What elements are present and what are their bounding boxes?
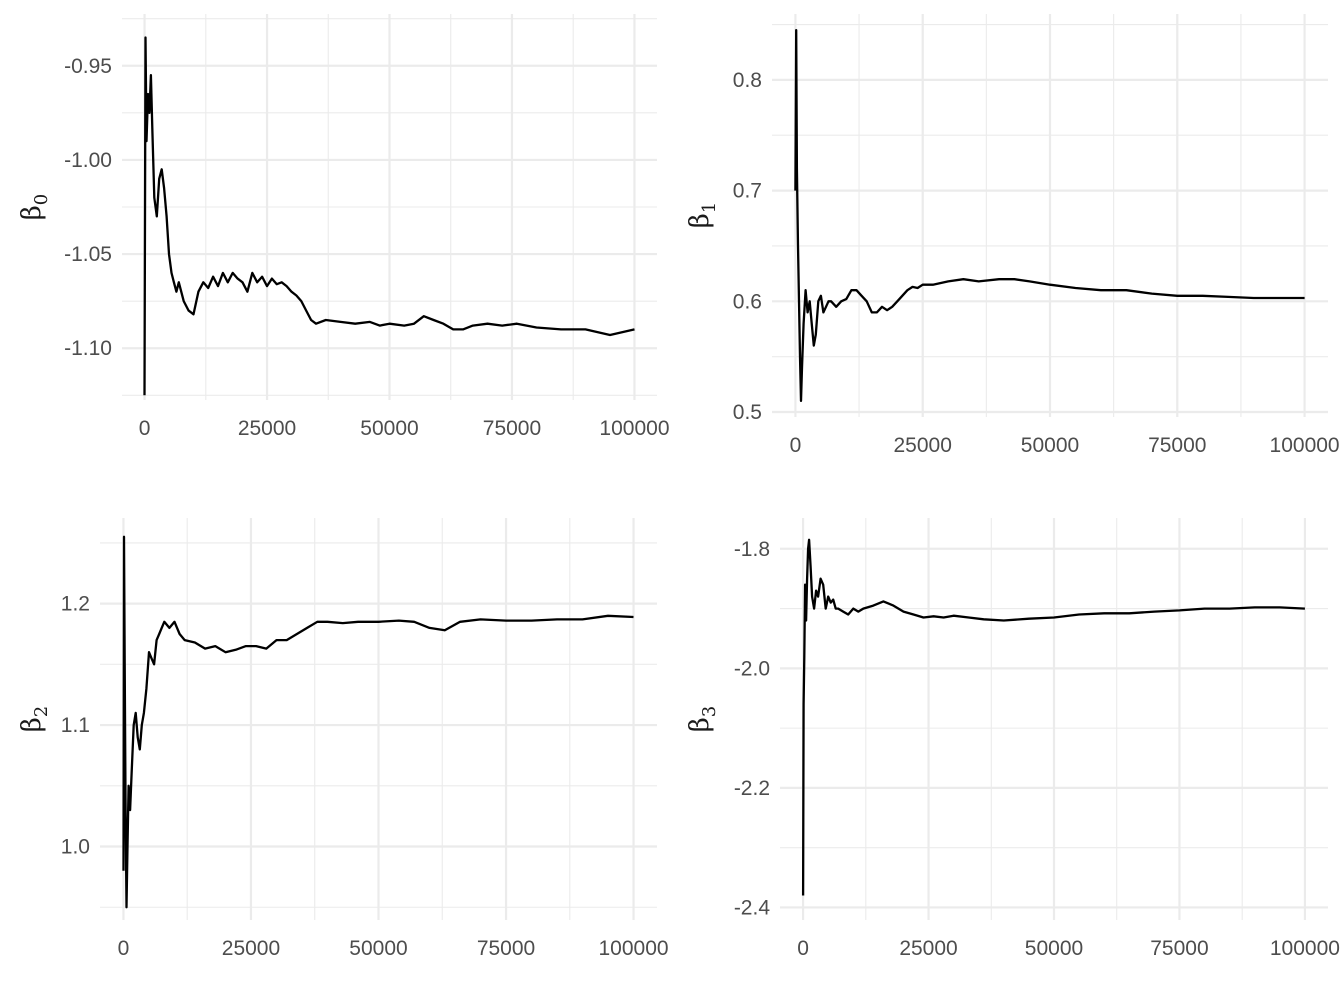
beta3-y-axis-label-subscript: 3 bbox=[699, 706, 720, 717]
beta0-y-tick-label: -1.05 bbox=[64, 243, 112, 266]
beta2-tick-labels: 0 25000 50000 75000 100000 1.0 1.1 1.2 bbox=[61, 593, 669, 960]
beta1-y-tick-label: 0.7 bbox=[733, 180, 762, 203]
panel-beta0: 0 25000 50000 75000 100000 -0.95 -1.00 -1.05 -1.… bbox=[17, 14, 670, 440]
beta3-x-tick-label: 25000 bbox=[899, 937, 957, 960]
panel-beta2: 0 25000 50000 75000 100000 1.0 1.1 1.2 β2 bbox=[17, 518, 669, 960]
beta1-x-tick-label: 100000 bbox=[1270, 434, 1340, 457]
beta1-trace-layer bbox=[794, 28, 1305, 403]
beta3-trace-layer bbox=[801, 538, 1305, 896]
beta1-trace-line bbox=[794, 28, 1305, 403]
beta3-y-axis-label-symbol: β bbox=[685, 717, 715, 732]
beta1-y-axis-label-subscript: 1 bbox=[699, 202, 720, 213]
beta0-y-axis-label-symbol: β bbox=[17, 205, 47, 220]
beta2-x-tick-label: 75000 bbox=[477, 937, 535, 960]
beta0-trace-layer bbox=[143, 36, 635, 396]
beta3-y-tick-label: -2.0 bbox=[734, 657, 770, 680]
beta1-x-tick-label: 25000 bbox=[894, 434, 952, 457]
beta0-trace-line bbox=[143, 36, 635, 396]
beta0-x-tick-label: 75000 bbox=[483, 417, 541, 440]
beta2-y-tick-label: 1.1 bbox=[61, 714, 90, 737]
beta1-y-axis-label: β1 bbox=[685, 202, 720, 228]
beta0-tick-labels: 0 25000 50000 75000 100000 -0.95 -1.00 -1.05 -1.… bbox=[64, 55, 669, 440]
beta3-y-tick-label: -1.8 bbox=[734, 538, 770, 561]
beta2-y-axis-label-subscript: 2 bbox=[31, 706, 52, 717]
beta1-x-tick-label: 50000 bbox=[1021, 434, 1079, 457]
beta3-x-tick-label: 0 bbox=[797, 937, 809, 960]
beta1-y-axis-label-symbol: β bbox=[685, 213, 715, 228]
beta2-x-tick-label: 25000 bbox=[222, 937, 280, 960]
beta1-tick-labels: 0 25000 50000 75000 100000 0.5 0.6 0.7 0.8 bbox=[733, 69, 1340, 457]
beta1-x-tick-label: 75000 bbox=[1148, 434, 1206, 457]
panel-beta3: 0 25000 50000 75000 100000 -1.8 -2.0 -2.2 -2.4 β… bbox=[685, 518, 1340, 960]
panel-beta1: 0 25000 50000 75000 100000 0.5 0.6 0.7 0.8 β1 bbox=[685, 14, 1340, 457]
beta2-x-tick-label: 0 bbox=[118, 937, 130, 960]
beta2-grid bbox=[100, 518, 657, 920]
beta0-x-tick-label: 0 bbox=[139, 417, 151, 440]
beta0-x-tick-label: 50000 bbox=[360, 417, 418, 440]
beta0-y-axis-label: β0 bbox=[17, 194, 52, 220]
beta2-y-tick-label: 1.2 bbox=[61, 593, 90, 616]
beta2-y-axis-label: β2 bbox=[17, 706, 52, 732]
beta3-y-tick-label: -2.2 bbox=[734, 777, 770, 800]
beta0-y-tick-label: -0.95 bbox=[64, 55, 112, 78]
beta2-x-tick-label: 50000 bbox=[349, 937, 407, 960]
beta2-trace-line bbox=[122, 535, 634, 909]
beta3-y-tick-label: -2.4 bbox=[734, 896, 771, 919]
beta1-grid bbox=[772, 14, 1328, 417]
beta1-x-tick-label: 0 bbox=[790, 434, 802, 457]
beta3-tick-labels: 0 25000 50000 75000 100000 -1.8 -2.0 -2.2 -2.4 bbox=[734, 538, 1340, 960]
beta1-y-tick-label: 0.8 bbox=[733, 69, 762, 92]
beta0-y-tick-label: -1.10 bbox=[64, 337, 112, 360]
beta1-y-tick-label: 0.5 bbox=[733, 401, 762, 424]
beta0-y-axis-label-subscript: 0 bbox=[31, 194, 52, 205]
beta3-x-tick-label: 50000 bbox=[1025, 937, 1083, 960]
beta3-trace-line bbox=[801, 538, 1305, 896]
beta1-y-tick-label: 0.6 bbox=[733, 290, 762, 313]
beta2-trace-layer bbox=[122, 535, 634, 909]
beta3-x-tick-label: 100000 bbox=[1270, 937, 1340, 960]
beta3-grid bbox=[780, 518, 1328, 920]
beta0-x-tick-label: 100000 bbox=[599, 417, 669, 440]
beta3-x-tick-label: 75000 bbox=[1150, 937, 1208, 960]
beta3-y-axis-label: β3 bbox=[685, 706, 720, 732]
beta2-y-tick-label: 1.0 bbox=[61, 836, 90, 859]
beta0-x-tick-label: 25000 bbox=[238, 417, 296, 440]
beta2-y-axis-label-symbol: β bbox=[17, 717, 47, 732]
beta0-y-tick-label: -1.00 bbox=[64, 149, 112, 172]
beta0-grid bbox=[122, 14, 657, 400]
beta2-x-tick-label: 100000 bbox=[598, 937, 668, 960]
